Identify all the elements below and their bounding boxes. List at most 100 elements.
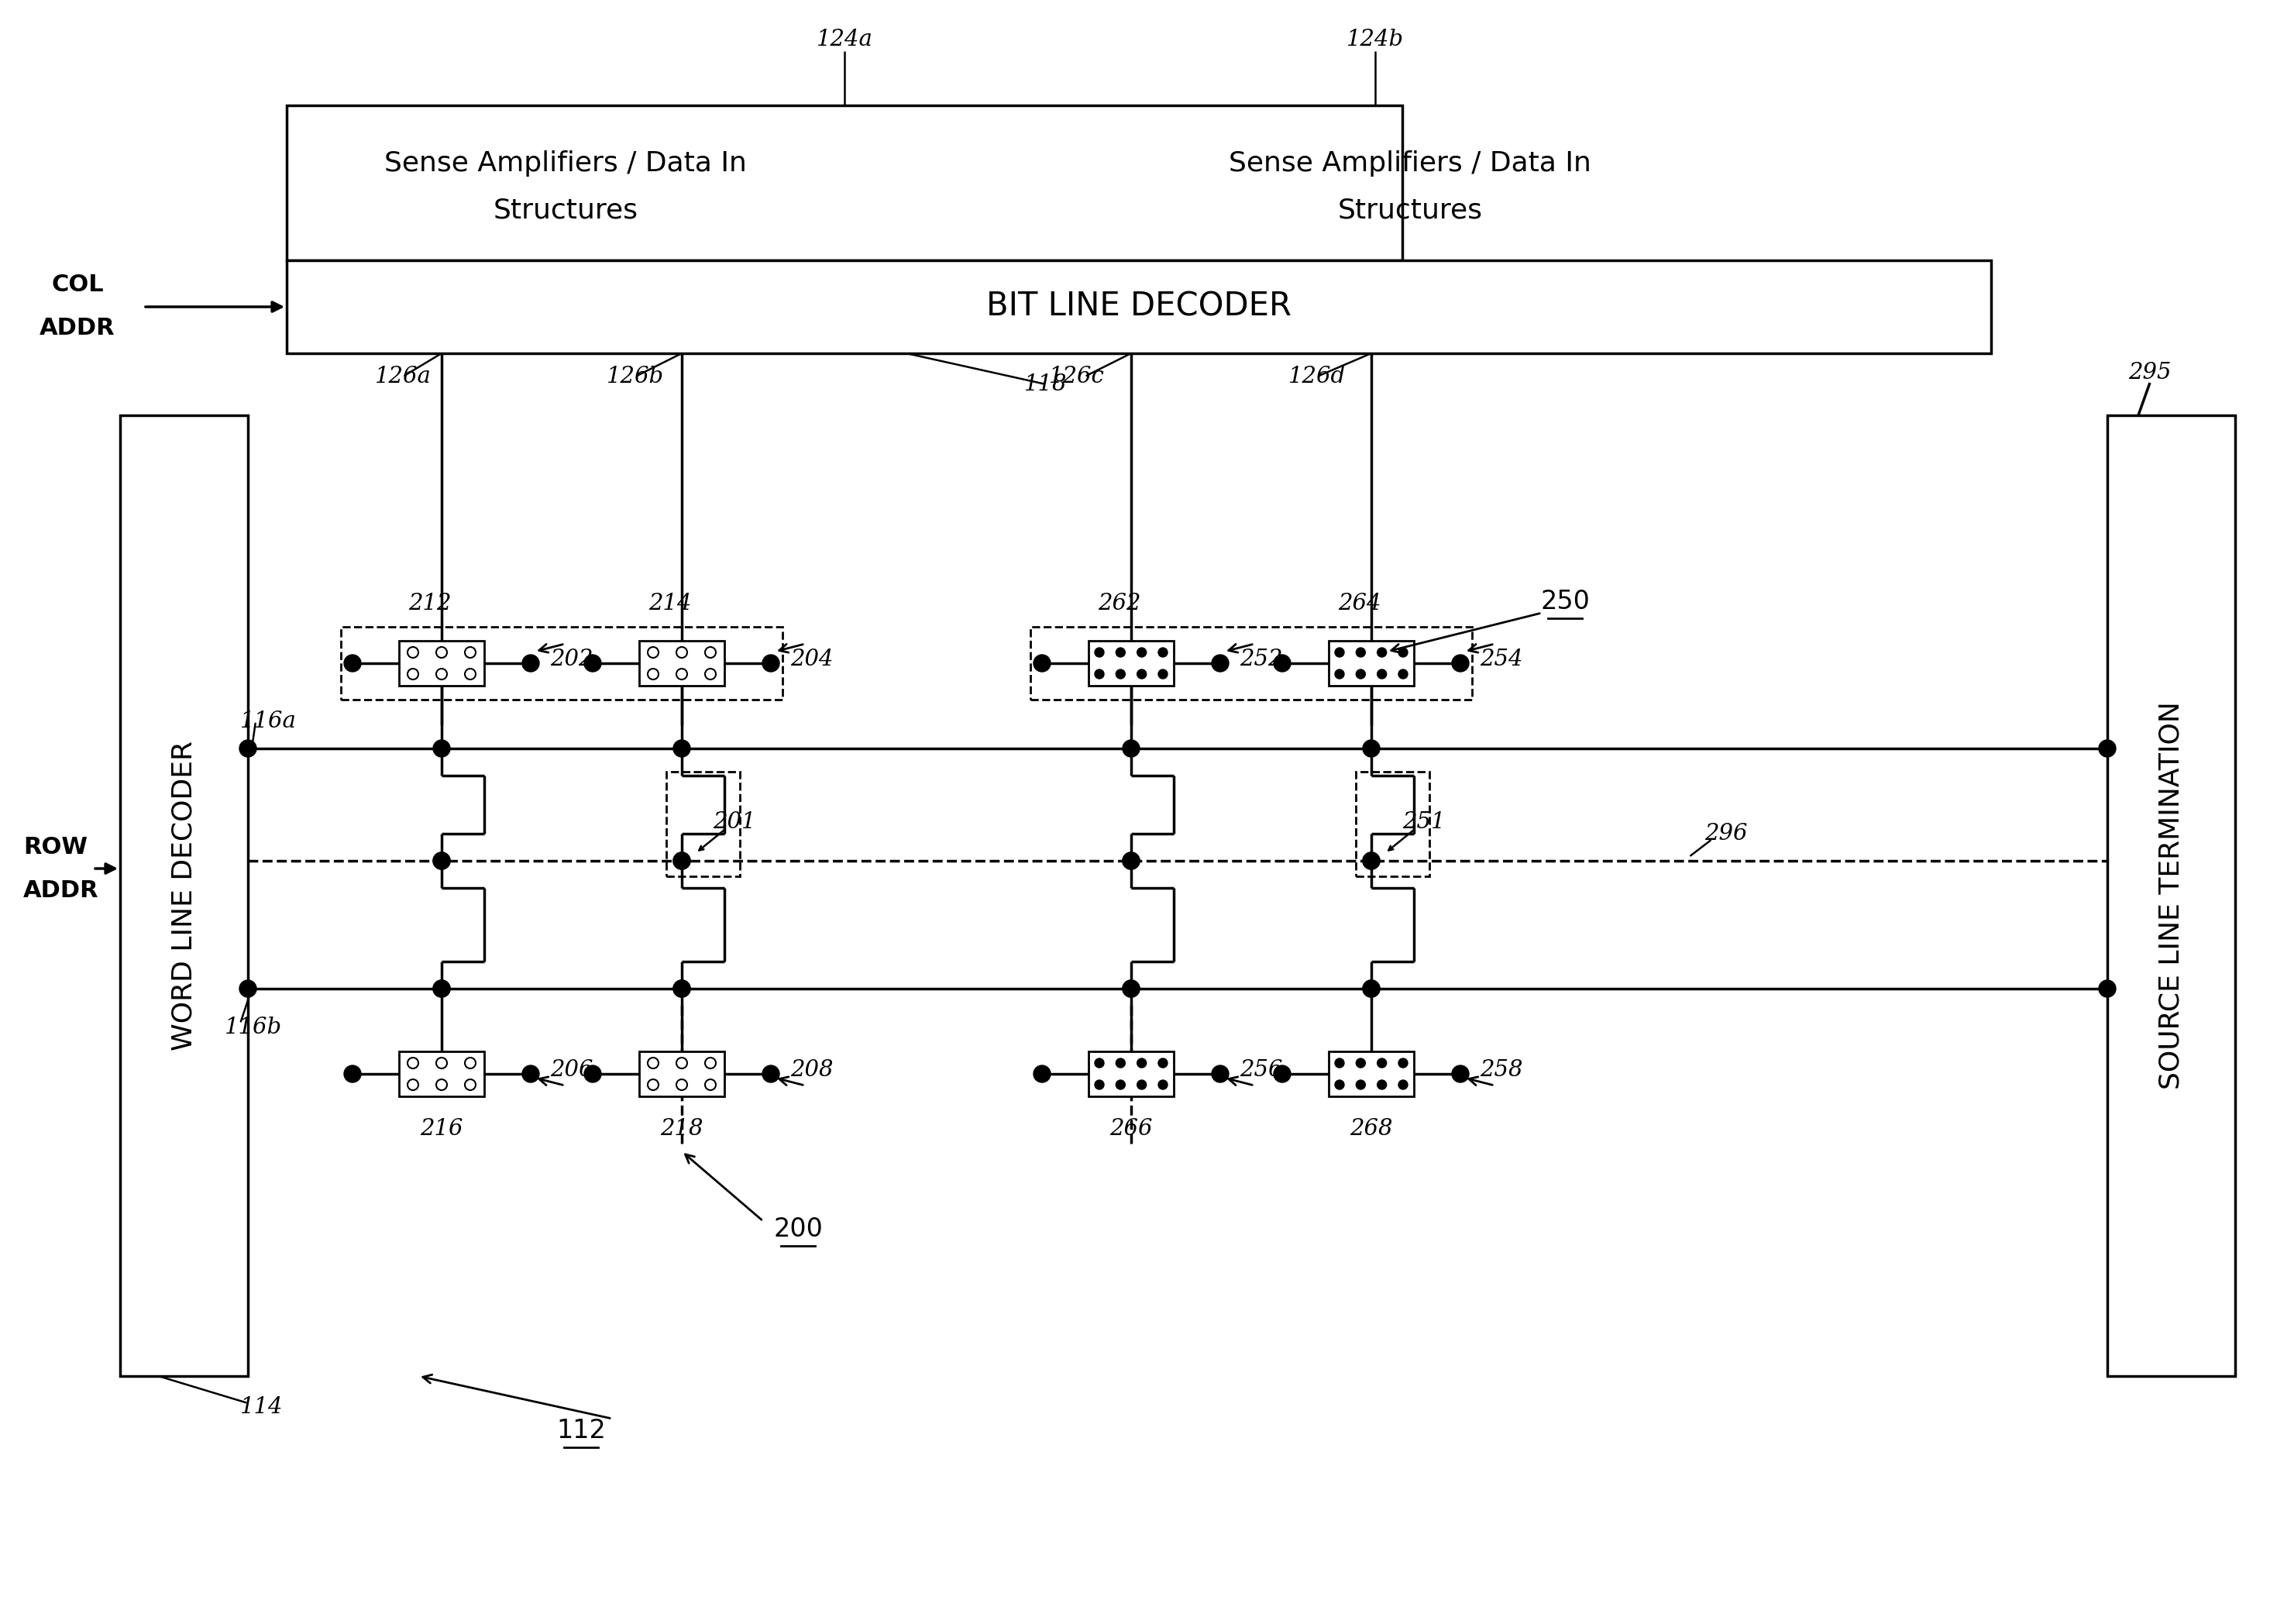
Bar bbox=[286, 106, 1403, 260]
Circle shape bbox=[1124, 853, 1140, 869]
Circle shape bbox=[345, 1065, 361, 1083]
Text: 206: 206 bbox=[549, 1059, 592, 1082]
Circle shape bbox=[1362, 981, 1380, 997]
Text: 216: 216 bbox=[420, 1117, 463, 1140]
Text: Structures: Structures bbox=[1337, 197, 1482, 222]
Text: 264: 264 bbox=[1339, 593, 1380, 614]
Text: 126a: 126a bbox=[375, 365, 431, 388]
Circle shape bbox=[674, 741, 690, 757]
Circle shape bbox=[1273, 1065, 1292, 1083]
Text: ADDR: ADDR bbox=[39, 317, 116, 339]
Text: 114: 114 bbox=[241, 1397, 284, 1418]
Circle shape bbox=[1212, 654, 1228, 672]
Circle shape bbox=[1355, 1080, 1364, 1090]
Circle shape bbox=[1158, 669, 1167, 679]
Bar bbox=[400, 641, 484, 685]
Text: 256: 256 bbox=[1239, 1059, 1283, 1082]
Circle shape bbox=[647, 646, 658, 658]
Circle shape bbox=[1355, 1059, 1364, 1067]
Text: 116a: 116a bbox=[241, 711, 297, 732]
Circle shape bbox=[583, 654, 602, 672]
Circle shape bbox=[1398, 648, 1407, 658]
Circle shape bbox=[674, 853, 690, 869]
Bar bbox=[1355, 771, 1430, 877]
Circle shape bbox=[1033, 1065, 1051, 1083]
Text: 126d: 126d bbox=[1289, 365, 1346, 388]
Circle shape bbox=[1362, 853, 1380, 869]
Circle shape bbox=[1094, 648, 1103, 658]
Text: 204: 204 bbox=[790, 648, 833, 671]
Text: BIT LINE DECODER: BIT LINE DECODER bbox=[985, 291, 1292, 323]
Circle shape bbox=[1335, 669, 1344, 679]
Bar bbox=[1031, 627, 1471, 700]
Circle shape bbox=[465, 1057, 477, 1069]
Circle shape bbox=[1137, 669, 1146, 679]
Text: WORD LINE DECODER: WORD LINE DECODER bbox=[170, 741, 197, 1051]
Text: 254: 254 bbox=[1480, 648, 1523, 671]
Text: 208: 208 bbox=[790, 1059, 833, 1082]
Circle shape bbox=[674, 981, 690, 997]
Circle shape bbox=[647, 1080, 658, 1090]
Circle shape bbox=[1117, 648, 1126, 658]
Circle shape bbox=[1117, 1059, 1126, 1067]
Text: 266: 266 bbox=[1110, 1117, 1153, 1140]
Circle shape bbox=[1117, 1080, 1126, 1090]
Circle shape bbox=[1378, 1059, 1387, 1067]
Circle shape bbox=[238, 741, 257, 757]
Text: Sense Amplifiers / Data In: Sense Amplifiers / Data In bbox=[384, 151, 747, 177]
Text: 250: 250 bbox=[1541, 588, 1589, 614]
Circle shape bbox=[1378, 1080, 1387, 1090]
Circle shape bbox=[409, 1080, 418, 1090]
Circle shape bbox=[1378, 669, 1387, 679]
Circle shape bbox=[1335, 1080, 1344, 1090]
Circle shape bbox=[436, 1080, 447, 1090]
Bar bbox=[286, 260, 1991, 354]
Circle shape bbox=[676, 669, 688, 679]
Circle shape bbox=[1355, 648, 1364, 658]
Text: 268: 268 bbox=[1351, 1117, 1394, 1140]
Text: 202: 202 bbox=[549, 648, 592, 671]
Text: 262: 262 bbox=[1099, 593, 1142, 614]
Circle shape bbox=[763, 654, 779, 672]
Circle shape bbox=[676, 1080, 688, 1090]
Text: 212: 212 bbox=[409, 593, 452, 614]
Circle shape bbox=[706, 1080, 715, 1090]
Circle shape bbox=[1362, 853, 1380, 869]
Text: 200: 200 bbox=[774, 1216, 822, 1242]
Bar bbox=[1090, 641, 1174, 685]
Bar bbox=[120, 416, 247, 1376]
Circle shape bbox=[1158, 1059, 1167, 1067]
Circle shape bbox=[436, 1057, 447, 1069]
Circle shape bbox=[1137, 1080, 1146, 1090]
Circle shape bbox=[345, 654, 361, 672]
Bar bbox=[1328, 641, 1414, 685]
Circle shape bbox=[434, 853, 449, 869]
Text: 118: 118 bbox=[1024, 374, 1067, 395]
Text: 295: 295 bbox=[2129, 362, 2172, 383]
Circle shape bbox=[1124, 853, 1140, 869]
Circle shape bbox=[676, 1057, 688, 1069]
Circle shape bbox=[674, 981, 690, 997]
Circle shape bbox=[2100, 981, 2116, 997]
Circle shape bbox=[1033, 654, 1051, 672]
Circle shape bbox=[436, 669, 447, 679]
Circle shape bbox=[1355, 669, 1364, 679]
Circle shape bbox=[1094, 669, 1103, 679]
Circle shape bbox=[1273, 654, 1292, 672]
Circle shape bbox=[1137, 1059, 1146, 1067]
Circle shape bbox=[1158, 648, 1167, 658]
Circle shape bbox=[409, 669, 418, 679]
Circle shape bbox=[465, 646, 477, 658]
Circle shape bbox=[583, 1065, 602, 1083]
Circle shape bbox=[2100, 741, 2116, 757]
Circle shape bbox=[434, 981, 449, 997]
Circle shape bbox=[1335, 648, 1344, 658]
Circle shape bbox=[1362, 741, 1380, 757]
Text: 201: 201 bbox=[713, 812, 756, 833]
Text: ADDR: ADDR bbox=[23, 879, 100, 901]
Circle shape bbox=[1094, 1080, 1103, 1090]
Bar bbox=[400, 1051, 484, 1096]
Text: 252: 252 bbox=[1239, 648, 1283, 671]
Circle shape bbox=[1158, 1080, 1167, 1090]
Circle shape bbox=[1335, 1059, 1344, 1067]
